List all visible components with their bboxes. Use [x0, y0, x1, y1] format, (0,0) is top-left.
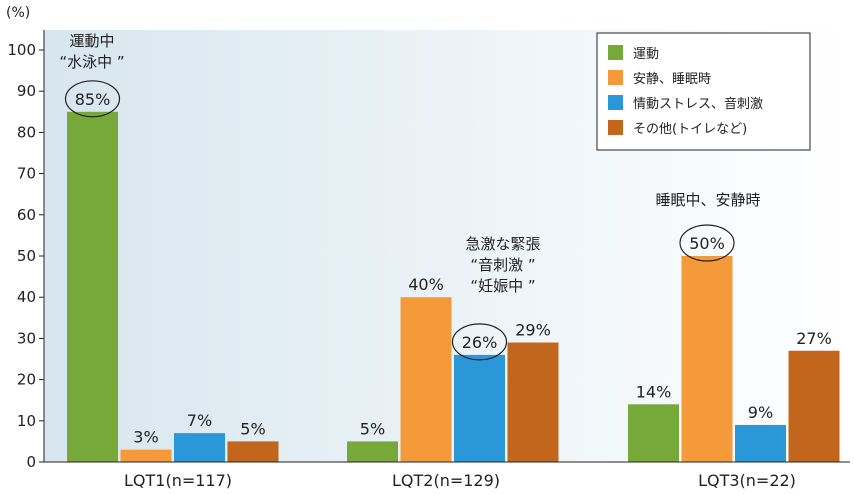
- y-tick-label: 80: [17, 123, 36, 141]
- legend-label: 運動: [633, 47, 659, 62]
- value-label: 3%: [133, 428, 158, 447]
- value-label: 50%: [689, 234, 725, 253]
- bar: [735, 424, 786, 462]
- legend-swatch: [608, 120, 623, 135]
- bar: [507, 342, 559, 462]
- bar: [120, 449, 172, 462]
- category-labels-group: LQT1(n=117) LQT2(n=129) LQT3(n=22): [124, 471, 796, 490]
- y-tick-label: 30: [17, 329, 36, 347]
- bar: [227, 441, 279, 462]
- y-tick-label: 60: [17, 206, 36, 224]
- value-label: 26%: [462, 333, 498, 352]
- annotation-text: “水泳中 ”: [59, 53, 124, 71]
- highlight-circle: [679, 224, 735, 262]
- bar: [347, 441, 398, 462]
- value-label: 85%: [75, 90, 111, 109]
- y-tick-label: 90: [17, 82, 36, 100]
- bar: [454, 354, 505, 462]
- bar: [67, 111, 118, 463]
- annotation-text: 運動中: [69, 32, 114, 50]
- bar: [788, 350, 840, 462]
- value-label: 14%: [636, 382, 672, 401]
- legend-swatch: [608, 45, 623, 60]
- value-label: 29%: [515, 321, 551, 340]
- legend-label: その他(トイレなど): [633, 122, 747, 137]
- annotation-text: “音刺激 ”: [470, 256, 535, 274]
- category-label: LQT3(n=22): [698, 471, 796, 490]
- value-label: 5%: [360, 419, 385, 438]
- bar: [681, 256, 733, 462]
- annotations-group: 運動中 “水泳中 ” 急激な緊張 “音刺激 ” “妊娠中 ” 睡眠中、安静時: [59, 32, 760, 295]
- value-label: 5%: [240, 419, 265, 438]
- legend-swatch: [608, 95, 623, 110]
- bar: [174, 433, 225, 462]
- category-label: LQT1(n=117): [124, 471, 232, 490]
- y-tick-label: 70: [17, 165, 36, 183]
- bars-group: [67, 111, 840, 463]
- legend-swatch: [608, 70, 623, 85]
- value-label: 27%: [796, 329, 832, 348]
- legend-box: [596, 32, 811, 151]
- value-label: 40%: [408, 275, 444, 294]
- y-axis-unit-label: (%): [6, 5, 30, 21]
- bar: [628, 404, 679, 462]
- bar: [400, 297, 452, 462]
- legend-label: 情動ストレス、音刺激: [633, 96, 763, 112]
- legend-label: 安静、睡眠時: [633, 72, 711, 87]
- y-tick-label: 40: [17, 288, 36, 306]
- y-axis: 0 10 20 30 40 50 60 70 80 90 100: [7, 41, 44, 471]
- annotation-text: 急激な緊張: [465, 235, 540, 253]
- annotation-text: 睡眠中、安静時: [655, 191, 760, 209]
- y-tick-label: 50: [17, 247, 36, 265]
- value-label: 9%: [748, 403, 773, 422]
- y-tick-label: 20: [17, 371, 36, 389]
- value-label: 7%: [187, 411, 212, 430]
- y-tick-label: 10: [17, 412, 36, 430]
- highlight-circle: [64, 80, 121, 118]
- annotation-text: “妊娠中 ”: [470, 277, 535, 295]
- y-tick-label: 0: [26, 453, 36, 471]
- highlight-circle: [451, 323, 508, 361]
- value-labels-group: 85% 3% 7% 5% 5% 40% 26% 29% 14% 50% 9% 27%: [64, 80, 832, 447]
- y-tick-label: 100: [7, 41, 36, 59]
- category-label: LQT2(n=129): [392, 471, 500, 490]
